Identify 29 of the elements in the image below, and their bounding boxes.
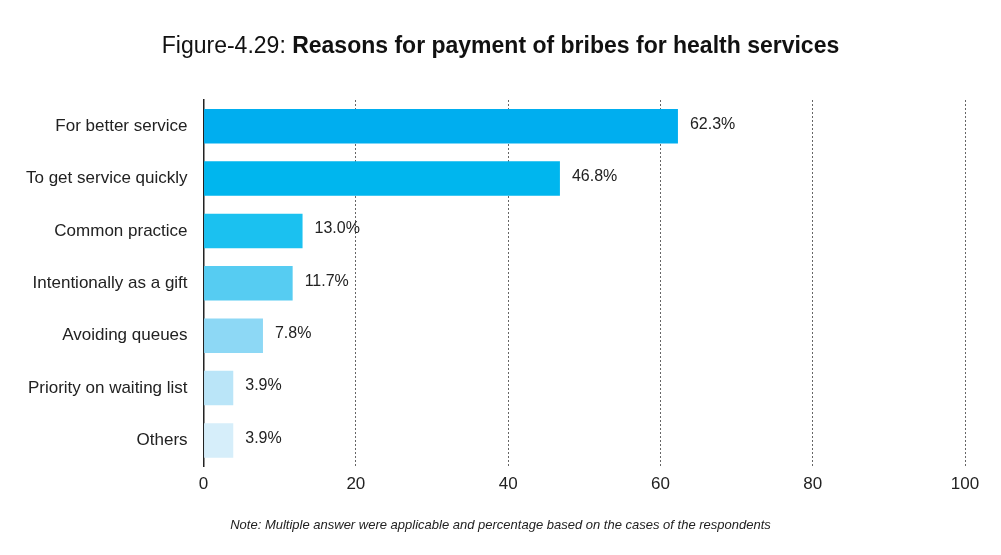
- bar: [204, 161, 560, 196]
- text: Note: Multiple answer were applicable and percentage based on the cases of the respondents: [229, 517, 772, 532]
- y-tick-label: For better service: [55, 115, 188, 135]
- bar: [204, 370, 234, 406]
- x-tick-label: 20: [346, 474, 366, 494]
- y-tick-label: To get service quickly: [25, 168, 189, 188]
- data-label: 13.0%: [314, 219, 360, 237]
- data-label: 3.9%: [245, 376, 282, 394]
- bar: [204, 213, 303, 249]
- x-tick-label: 0: [198, 474, 209, 494]
- y-tick-label: Intentionally as a gift: [32, 272, 188, 292]
- y-tick-label: Common practice: [54, 220, 188, 240]
- data-label: 7.8%: [274, 324, 312, 342]
- y-tick-label: Others: [136, 430, 188, 450]
- y-tick-label: Priority on waiting list: [27, 377, 188, 397]
- bar: [204, 423, 234, 458]
- y-tick-label: Avoiding queues: [62, 325, 188, 345]
- bar: [204, 108, 678, 144]
- data-label: 11.7%: [304, 271, 349, 289]
- data-label: 62.3%: [689, 114, 736, 132]
- data-label: 3.9%: [245, 428, 282, 446]
- bar: [204, 318, 263, 353]
- chart-title: Figure-4.29: Reasons for payment of bribes for health services: [161, 32, 840, 58]
- bar: [204, 266, 293, 301]
- x-tick-label: 40: [498, 474, 518, 494]
- x-tick-label: 100: [950, 474, 980, 494]
- x-tick-label: 60: [650, 474, 670, 494]
- x-tick-label: 80: [803, 474, 823, 494]
- data-label: 46.8%: [571, 166, 618, 184]
